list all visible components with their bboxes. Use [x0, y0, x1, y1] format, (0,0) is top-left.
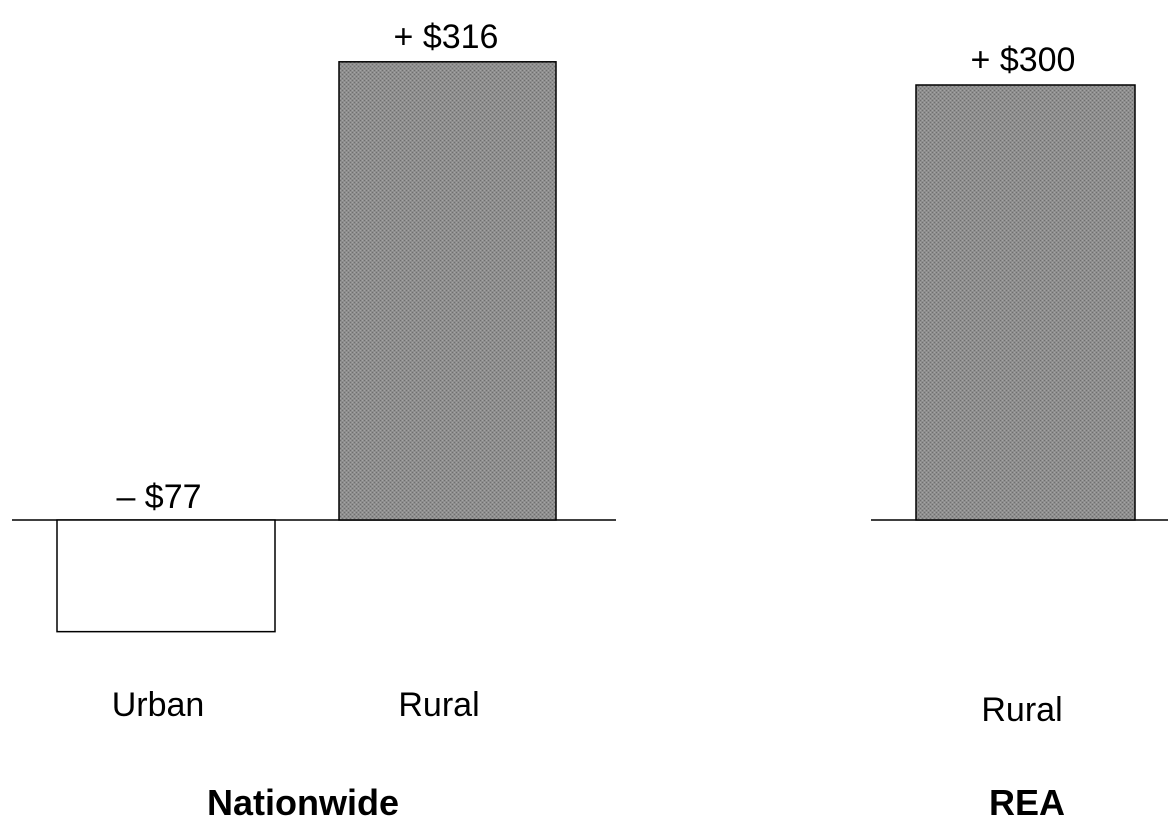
category-label-rea-rural: Rural	[981, 691, 1062, 729]
category-label-urban: Urban	[112, 686, 205, 724]
category-label-rural: Rural	[398, 686, 479, 724]
data-label-nationwide-urban: – $77	[116, 478, 201, 516]
bar-rea-rural	[915, 84, 1136, 521]
data-label-rea-rural: + $300	[971, 41, 1076, 79]
nationwide-panel: – $77 + $316 Urban Rural Nationwide	[12, 18, 616, 820]
group-label-rea: REA	[989, 782, 1065, 820]
data-label-nationwide-rural: + $316	[394, 18, 499, 56]
bar-nationwide-rural	[338, 61, 557, 521]
group-label-nationwide: Nationwide	[207, 782, 399, 820]
bar-nationwide-urban	[56, 519, 276, 633]
rea-panel: + $300 Rural REA	[871, 41, 1168, 820]
